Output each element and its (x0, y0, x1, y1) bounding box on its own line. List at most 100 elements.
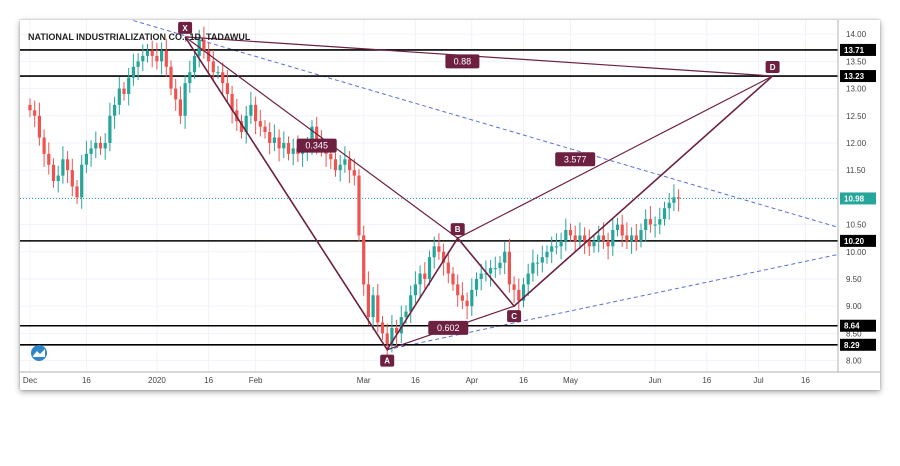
candle-body (639, 230, 643, 241)
candle-body (592, 240, 596, 247)
x-tick-label: Jul (753, 376, 763, 385)
y-tick-label: 14.00 (846, 30, 867, 39)
ratio-badge (445, 54, 480, 69)
candle-body (517, 289, 521, 301)
candle-body (70, 170, 74, 187)
x-tick-label: 16 (702, 376, 711, 385)
candle-body (432, 246, 436, 258)
candle-body (512, 284, 516, 290)
candle-body (56, 175, 60, 182)
candle-body (155, 55, 159, 62)
candle-body (611, 230, 615, 247)
level-badge (840, 319, 876, 332)
chart-title: NATIONAL INDUSTRIALIZATION CO., 1D, TADA… (28, 32, 251, 42)
current-price-label: 10.98 (844, 194, 865, 203)
candle-body (89, 148, 93, 154)
candle-body (470, 289, 474, 307)
candle-body (84, 153, 88, 165)
candle-body (239, 121, 244, 133)
candle-body (672, 197, 676, 203)
candle-body (399, 317, 403, 334)
candle-body (136, 61, 140, 67)
candle-body (390, 327, 394, 345)
candle-body (550, 246, 554, 252)
candle-body (625, 235, 629, 241)
x-tick-label: 16 (519, 376, 528, 385)
candle-body (442, 251, 446, 263)
candle-body (98, 142, 103, 149)
candle-body (427, 257, 432, 279)
candle-body (385, 333, 389, 345)
candle-body (667, 202, 671, 209)
candle-body (207, 50, 211, 62)
candle-body (498, 262, 502, 269)
candle-body (423, 273, 427, 279)
x-tick-label: 16 (82, 376, 91, 385)
tradingview-logo-icon[interactable] (31, 345, 47, 361)
candle-body (66, 159, 70, 171)
candle-body (540, 257, 544, 263)
pattern-point-badge (178, 21, 193, 34)
x-tick-label: Feb (249, 376, 263, 385)
candle-body (286, 142, 291, 154)
trendlines (133, 20, 839, 351)
ratio-labels: 0.88 0.345 3.577 0.602 (296, 54, 596, 335)
x-tick-label: Jun (649, 376, 662, 385)
price-chart[interactable]: 0.88 0.345 3.577 0.602 X A B C D 8.00 8.50 9.00 9.… (20, 20, 880, 390)
candle-body (493, 268, 497, 270)
candle-body (192, 55, 197, 73)
pattern-point-label: X (182, 24, 188, 33)
pattern-points: X A B C D (178, 21, 780, 367)
candle-body (404, 311, 408, 318)
y-tick-label: 13.50 (846, 57, 867, 66)
candle-body (648, 219, 652, 225)
candle-body (371, 295, 375, 318)
x-tick-label: 16 (204, 376, 213, 385)
y-tick-label: 10.50 (846, 221, 867, 230)
level-badge (840, 234, 876, 247)
candle-body (244, 115, 248, 133)
candle-body (28, 104, 32, 111)
candle-body (202, 39, 206, 51)
candle-body (451, 273, 455, 285)
candle-body (653, 224, 657, 226)
candle-body (418, 273, 422, 285)
candle-body (503, 251, 507, 263)
candle-body (94, 142, 98, 149)
candle-body (117, 88, 121, 105)
x-tick-label: Mar (357, 376, 371, 385)
level-badge (840, 70, 876, 83)
candle-body (545, 251, 549, 258)
candle-body (380, 322, 385, 334)
time-axis: Dec 16 2020 16 Feb Mar 16 Apr 16 May Jun 16 Jul 16 (23, 376, 811, 385)
candle-body (103, 142, 107, 149)
candle-body (376, 295, 380, 323)
candle-body (268, 132, 272, 143)
x-tick-label: 16 (411, 376, 420, 385)
candle-body (460, 295, 464, 301)
candle-body (521, 284, 526, 301)
candle-body (37, 115, 41, 138)
candle-body (677, 197, 681, 199)
candle-body (333, 159, 338, 171)
candle-body (620, 224, 624, 236)
candle-body (42, 137, 46, 154)
candle-body (221, 72, 225, 84)
candle-body (145, 50, 150, 56)
candle-body (164, 50, 168, 67)
candle-body (413, 284, 417, 296)
candle-body (564, 230, 568, 241)
candle-body (606, 240, 610, 247)
pattern-point-badge (380, 354, 395, 367)
candle-body (47, 153, 51, 165)
candle-body (615, 224, 620, 230)
pattern-point-badge (450, 223, 465, 236)
ratio-label: 0.602 (437, 323, 460, 333)
price-axis-badges: 13.71 13.23 10.20 8.64 8.29 10.98 (840, 43, 876, 351)
y-tick-label: 12.50 (846, 112, 867, 121)
candle-body (80, 164, 84, 198)
pattern-point-label: B (455, 225, 461, 234)
candle-body (437, 246, 441, 252)
candle-body (315, 126, 319, 143)
candle-body (113, 104, 117, 116)
